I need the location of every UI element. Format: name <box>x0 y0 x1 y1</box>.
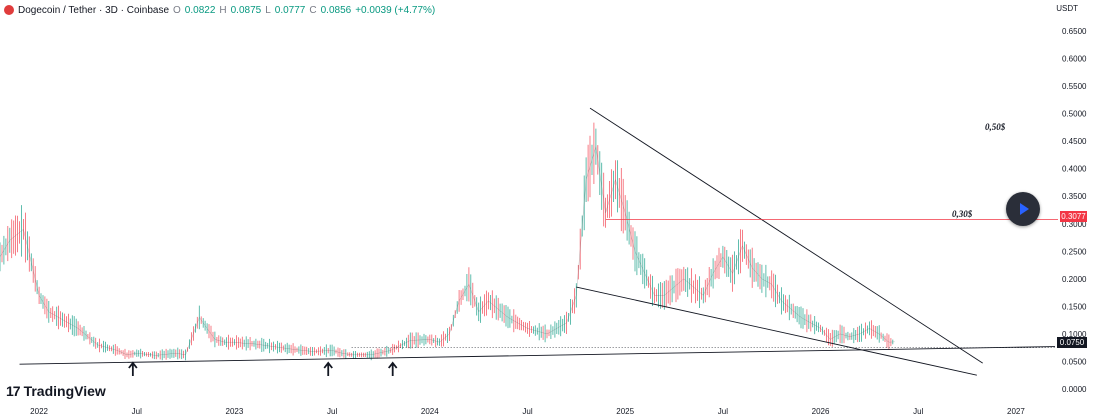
trendline <box>19 346 1056 365</box>
y-tick-label: 0.1500 <box>1062 302 1087 311</box>
tv-logo-mark: 17 <box>6 383 21 399</box>
note-050: 0,50$ <box>985 122 1006 132</box>
arrow-up-icon <box>387 361 398 376</box>
x-tick-label: 2024 <box>421 407 439 416</box>
y-tick-label: 0.4000 <box>1062 165 1087 174</box>
tradingview-logo[interactable]: 17 TradingView <box>6 383 106 399</box>
open-value: 0.0822 <box>184 4 216 16</box>
tv-logo-text: TradingView <box>23 383 106 399</box>
x-tick-label: 2022 <box>30 407 48 416</box>
symbol-title[interactable]: Dogecoin / Tether · 3D · Coinbase <box>18 4 170 16</box>
y-tick-label: 0.1000 <box>1062 330 1087 339</box>
x-tick-label: 2026 <box>812 407 830 416</box>
x-tick-label: Jul <box>522 407 532 416</box>
play-triangle <box>1020 203 1029 215</box>
play-icon[interactable] <box>1006 192 1040 226</box>
y-tick-label: 0.2500 <box>1062 247 1087 256</box>
y-tick-label: 0.3000 <box>1062 220 1087 229</box>
x-tick-label: 2025 <box>616 407 634 416</box>
arrow-up-icon <box>128 361 138 376</box>
high-value: 0.0875 <box>230 4 262 16</box>
y-tick-label: 0.5500 <box>1062 82 1087 91</box>
trendline <box>589 107 983 364</box>
y-tick-label: 0.2000 <box>1062 275 1087 284</box>
y-tick-label: 0.5000 <box>1062 110 1087 119</box>
currency-unit[interactable]: USDT <box>1056 4 1078 13</box>
x-tick-label: Jul <box>327 407 337 416</box>
arrow-up-icon <box>323 361 333 376</box>
price-badge-red: 0.3077 <box>1060 211 1087 222</box>
x-tick-label: Jul <box>132 407 142 416</box>
low-value: 0.0777 <box>274 4 306 16</box>
close-value: 0.0856 <box>320 4 352 16</box>
x-tick-label: Jul <box>718 407 728 416</box>
change-value: +0.0039 (+4.77%) <box>355 4 436 16</box>
y-tick-label: 0.0500 <box>1062 357 1087 366</box>
open-label: O <box>173 4 181 16</box>
y-tick-label: 0.4500 <box>1062 137 1087 146</box>
dogecoin-icon <box>4 5 14 15</box>
y-tick-label: 0.6000 <box>1062 55 1087 64</box>
price-badge-dark: 0.0750 <box>1057 337 1087 348</box>
price-series-line <box>0 146 895 356</box>
note-030: 0,30$ <box>952 209 973 219</box>
trendline <box>576 286 977 376</box>
low-label: L <box>265 4 271 16</box>
x-tick-label: 2023 <box>226 407 244 416</box>
y-tick-label: 0.0000 <box>1062 385 1087 394</box>
x-tick-label: Jul <box>913 407 923 416</box>
y-tick-label: 0.3500 <box>1062 192 1087 201</box>
y-tick-label: 0.6500 <box>1062 27 1087 36</box>
high-label: H <box>219 4 227 16</box>
x-tick-label: 2027 <box>1007 407 1025 416</box>
chart-header: Dogecoin / Tether · 3D · Coinbase O 0.082… <box>4 3 435 17</box>
close-label: C <box>309 4 317 16</box>
